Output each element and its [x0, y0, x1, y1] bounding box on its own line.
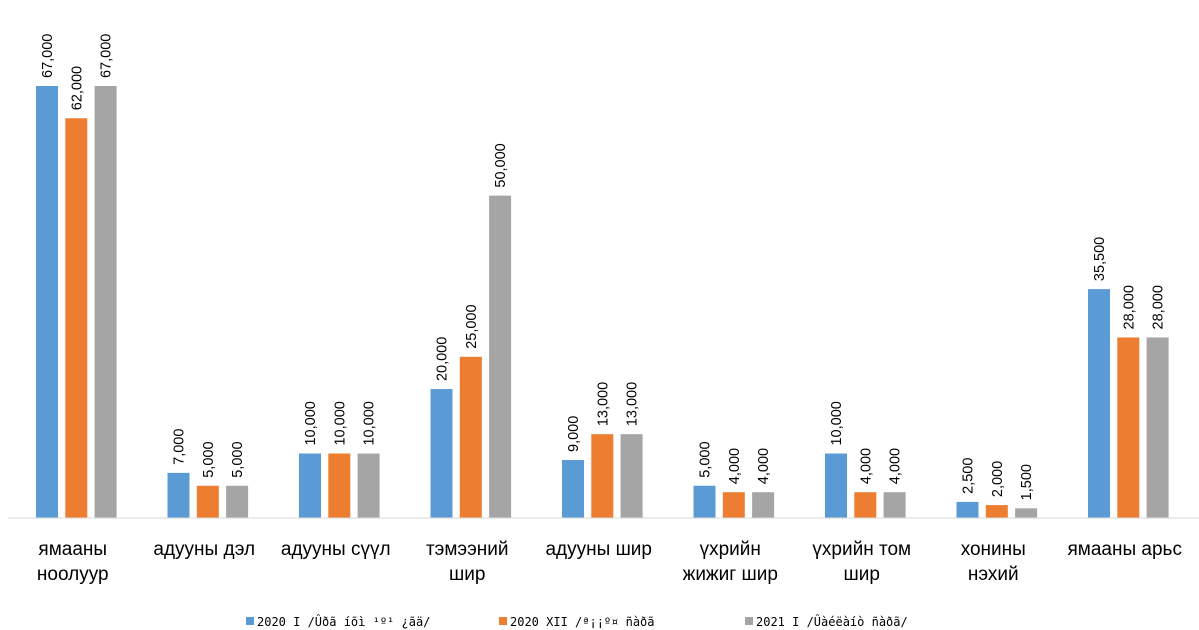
- category-label: тэмээний: [426, 539, 509, 560]
- category-label: шир: [449, 564, 485, 585]
- bar: [985, 505, 1008, 518]
- legend-label: 2021 I /Ûàéëàíò ñàðã/: [756, 614, 908, 629]
- data-label: 4,000: [727, 448, 743, 484]
- legend-swatch: [499, 617, 507, 625]
- data-label: 5,000: [201, 441, 217, 477]
- data-label: 10,000: [303, 401, 319, 445]
- bar: [1146, 337, 1169, 518]
- bar: [357, 453, 380, 518]
- data-label: 67,000: [40, 34, 56, 78]
- category-label: нэхий: [968, 564, 1019, 585]
- bar: [1117, 337, 1140, 518]
- data-label: 35,500: [1092, 237, 1108, 281]
- data-label: 2,000: [990, 461, 1006, 497]
- bar: [430, 389, 453, 518]
- data-label: 13,000: [595, 382, 611, 426]
- data-label: 4,000: [888, 448, 904, 484]
- bar: [1015, 508, 1038, 518]
- data-label: 4,000: [858, 448, 874, 484]
- category-label: адууны сүүл: [281, 539, 391, 560]
- bar: [167, 472, 190, 518]
- data-labels-group: 67,000 62,000 67,000 7,000 5,000 5,000 10,000 1…: [40, 34, 1167, 501]
- bar: [328, 453, 351, 518]
- legend: 2020 I /Ûðã íõì ¹º¹ ¿ãä/2020 XII /ª¡¡º¤ …: [246, 614, 908, 629]
- bar: [226, 485, 249, 518]
- bar: [196, 485, 219, 518]
- data-label: 50,000: [493, 143, 509, 187]
- bar: [956, 501, 979, 518]
- bar: [620, 434, 643, 518]
- bar: [299, 453, 321, 518]
- bar: [883, 492, 906, 518]
- data-label: 10,000: [332, 401, 348, 445]
- legend-swatch: [246, 617, 254, 625]
- bar: [94, 86, 117, 518]
- bar: [65, 118, 88, 519]
- data-label: 10,000: [362, 401, 378, 445]
- data-label: 62,000: [69, 66, 85, 110]
- data-label: 7,000: [172, 429, 188, 465]
- bar: [752, 492, 775, 518]
- bar: [36, 86, 58, 518]
- bar: [459, 356, 482, 518]
- bar: [489, 195, 512, 518]
- category-label: шир: [844, 564, 880, 585]
- data-label: 28,000: [1151, 285, 1167, 329]
- category-label: үхрийн том: [812, 539, 911, 560]
- bar: [1088, 289, 1110, 518]
- category-label: ноолуур: [37, 564, 109, 585]
- data-label: 67,000: [99, 34, 115, 78]
- category-labels-group: ямааны ноолуур адууны дэл адууны сүүл тэмээн…: [37, 539, 1182, 585]
- data-label: 28,000: [1121, 285, 1137, 329]
- category-label: ямааны арьс: [1068, 539, 1182, 560]
- category-label: ямааны: [38, 539, 107, 560]
- data-label: 10,000: [829, 401, 845, 445]
- data-label: 5,000: [230, 441, 246, 477]
- data-label: 5,000: [698, 441, 714, 477]
- data-label: 20,000: [435, 337, 451, 381]
- bar: [591, 434, 614, 518]
- data-label: 1,500: [1019, 464, 1035, 500]
- category-label: үхрийн: [700, 539, 761, 560]
- category-label: жижиг шир: [683, 564, 778, 585]
- legend-swatch: [745, 617, 753, 625]
- data-label: 4,000: [756, 448, 772, 484]
- category-label: адууны шир: [545, 539, 652, 560]
- bar: [854, 492, 877, 518]
- bar: [693, 485, 716, 518]
- category-label: хонины: [961, 539, 1026, 560]
- bar: [562, 459, 584, 518]
- bar: [825, 453, 847, 518]
- bars-group: [36, 86, 1169, 519]
- category-label: адууны дэл: [153, 539, 255, 560]
- data-label: 25,000: [464, 304, 480, 348]
- bar: [722, 492, 745, 518]
- data-label: 2,500: [961, 458, 977, 494]
- legend-label: 2020 XII /ª¡¡º¤ ñàðã: [510, 615, 655, 629]
- legend-label: 2020 I /Ûðã íõì ¹º¹ ¿ãä/: [257, 614, 430, 629]
- data-label: 9,000: [566, 416, 582, 452]
- data-label: 13,000: [625, 382, 641, 426]
